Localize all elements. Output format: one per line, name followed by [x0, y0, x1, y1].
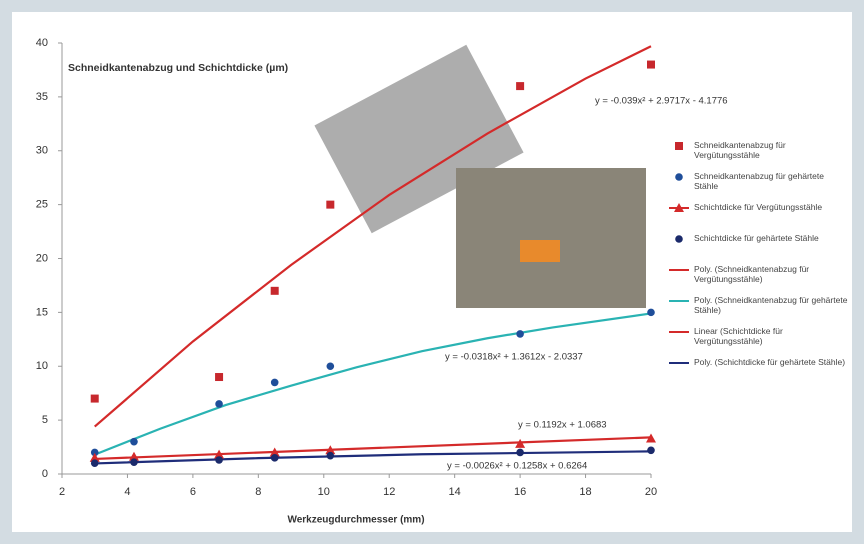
legend-icon: [669, 269, 689, 271]
legend-entry: Schichtdicke für Vergütungsstähle: [668, 202, 848, 233]
point: [647, 308, 655, 317]
x-tick-label: 14: [449, 486, 461, 498]
legend-icon: [669, 300, 689, 302]
trend-line: [94, 436, 652, 461]
x-tick-label: 18: [579, 486, 591, 498]
y-tick-label: 10: [36, 360, 48, 372]
tool-image: [314, 44, 524, 234]
legend-label: Schichtdicke für Vergütungsstähle: [694, 202, 823, 212]
y-tick-label: 15: [36, 306, 48, 318]
photo-spark: [520, 240, 560, 262]
y-tick-label: 40: [36, 37, 48, 49]
point: [130, 458, 138, 466]
point: [270, 378, 279, 387]
y-tick-label: 30: [36, 145, 48, 157]
x-tick-label: 4: [124, 486, 130, 498]
point: [326, 362, 335, 371]
legend-entry: Linear (Schichtdicke für Vergütungsstähl…: [668, 326, 848, 357]
legend-icon: [675, 235, 683, 243]
legend-entry: Poly. (Schichtdicke für gehärtete Stähle…: [668, 357, 848, 388]
x-tick-label: 8: [255, 486, 261, 498]
legend-entry: Poly. (Schneidkantenabzug für Vergütungs…: [668, 264, 848, 295]
point: [515, 438, 526, 448]
y-tick-label: 20: [36, 252, 48, 264]
point: [130, 437, 138, 446]
point: [675, 173, 683, 181]
y-tick-label: 35: [36, 91, 48, 103]
legend-icon: [669, 331, 689, 333]
legend-label: Poly. (Schneidkantenabzug für Vergütungs…: [694, 264, 810, 284]
point: [326, 200, 335, 209]
trend-line: [94, 450, 652, 465]
point: [215, 456, 223, 464]
point: [90, 448, 99, 457]
legend: Schneidkantenabzug für Vergütungsstähle S…: [668, 140, 848, 388]
point: [215, 373, 224, 382]
legend-label: Schneidkantenabzug für gehärtete Stähle: [694, 171, 824, 191]
equation-label: y = -0.0026x² + 0.1258x + 0.6264: [447, 461, 587, 472]
point: [270, 454, 279, 462]
y-tick-label: 5: [42, 414, 48, 426]
point: [675, 142, 683, 150]
point: [270, 286, 279, 295]
legend-icon: [675, 142, 683, 150]
x-tick-label: 12: [383, 486, 395, 498]
point: [647, 446, 655, 455]
legend-entry: Schneidkantenabzug für gehärtete Stähle: [668, 171, 848, 202]
x-tick-label: 6: [190, 486, 196, 498]
x-tick-label: 16: [514, 486, 526, 498]
point: [128, 451, 139, 461]
point: [516, 330, 524, 338]
x-axis-label: Werkzeugdurchmesser (mm): [287, 515, 424, 526]
point: [325, 445, 336, 455]
y-tick-label: 0: [42, 468, 48, 480]
y-tick-label: 25: [36, 199, 48, 211]
point: [675, 235, 683, 243]
point: [647, 60, 655, 69]
equation-label: y = -0.0318x² + 1.3612x - 2.0337: [445, 352, 583, 363]
point: [89, 452, 100, 462]
legend-icon: [675, 173, 683, 181]
legend-label: Linear (Schichtdicke für Vergütungsstähl…: [694, 326, 783, 346]
point: [516, 82, 525, 91]
machining-photo: [456, 168, 646, 308]
legend-label: Poly. (Schichtdicke für gehärtete Stähle…: [694, 357, 846, 367]
equation-label: y = 0.1192x + 1.0683: [518, 420, 607, 431]
x-tick-label: 20: [645, 486, 657, 498]
point: [516, 448, 524, 457]
legend-entry: Schichtdicke für gehärtete Stähle: [668, 233, 848, 264]
point: [646, 433, 656, 443]
equation-label: y = -0.039x² + 2.9717x - 4.1776: [595, 96, 728, 107]
legend-label: Poly. (Schneidkantenabzug für gehärtete …: [694, 295, 848, 315]
legend-icon: [669, 203, 689, 212]
legend-entry: Schneidkantenabzug für Vergütungsstähle: [668, 140, 848, 171]
x-tick-label: 10: [318, 486, 330, 498]
legend-label: Schneidkantenabzug für Vergütungsstähle: [694, 140, 786, 160]
point: [326, 451, 335, 460]
point: [674, 203, 684, 212]
point: [269, 447, 280, 457]
trend-line: [94, 312, 652, 456]
chart-title: Schneidkantenabzug und Schichtdicke (µm): [68, 62, 288, 74]
point: [215, 400, 223, 408]
legend-icon: [669, 362, 689, 364]
legend-label: Schichtdicke für gehärtete Stähle: [694, 233, 819, 243]
x-tick-label: 2: [59, 486, 65, 498]
trend-line: [94, 45, 652, 428]
point: [214, 449, 225, 459]
point: [90, 459, 99, 468]
legend-entry: Poly. (Schneidkantenabzug für gehärtete …: [668, 295, 848, 326]
point: [90, 394, 99, 403]
